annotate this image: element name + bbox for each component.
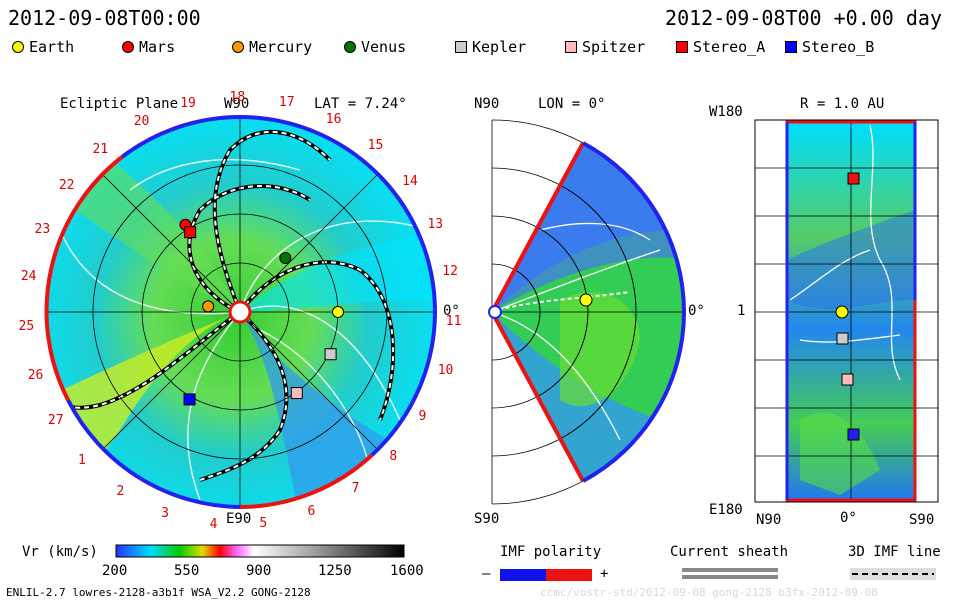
imf-minus-label: – bbox=[482, 566, 491, 582]
sun-marker bbox=[228, 300, 252, 324]
timestamp-left: 2012-09-08T00:00 bbox=[8, 6, 201, 30]
carrington-number: 1 bbox=[78, 452, 86, 468]
colorbar-tick: 200 bbox=[102, 563, 128, 579]
carrington-number: 10 bbox=[437, 362, 454, 378]
carrington-number: 25 bbox=[18, 318, 35, 334]
carrington-number: 16 bbox=[325, 111, 342, 127]
ecliptic-lat-label: LAT = 7.24° bbox=[314, 96, 407, 112]
legend-label: Venus bbox=[361, 38, 407, 56]
shell-kepler-marker bbox=[836, 332, 849, 345]
carrington-number: 18 bbox=[229, 90, 246, 105]
colorbar-tick: 1600 bbox=[390, 563, 424, 579]
timestamp-right: 2012-09-08T00 +0.00 day bbox=[665, 6, 942, 30]
carrington-number: 23 bbox=[34, 221, 51, 237]
carrington-number: 27 bbox=[47, 413, 64, 429]
colorbar-tick: 550 bbox=[174, 563, 200, 579]
imf-polarity-title: IMF polarity bbox=[500, 544, 602, 560]
carrington-number: 11 bbox=[445, 313, 462, 329]
legend-earth: Earth bbox=[12, 38, 74, 56]
ecliptic-marker-venus bbox=[279, 251, 292, 264]
run-info: ccmc/vostr-std/2012-09-08 gong-2128 b3fx… bbox=[540, 586, 878, 599]
meridional-0deg-label: 0° bbox=[688, 303, 705, 319]
shell-stereo-b-marker bbox=[847, 428, 860, 441]
carrington-number: 22 bbox=[58, 178, 75, 194]
legend-spitzer: Spitzer bbox=[565, 38, 645, 56]
carrington-number: 15 bbox=[367, 138, 384, 154]
ecliptic-marker-stereo-b bbox=[183, 393, 196, 406]
legend-label: Earth bbox=[29, 38, 75, 56]
imf-line-title: 3D IMF line bbox=[848, 544, 941, 560]
legend-stereo-a: Stereo_A bbox=[676, 38, 765, 56]
carrington-number: 6 bbox=[307, 504, 316, 520]
shell-s90-label: S90 bbox=[909, 512, 935, 528]
carrington-number: 3 bbox=[161, 505, 169, 521]
legend-swatch bbox=[122, 41, 134, 53]
carrington-number: 12 bbox=[442, 264, 458, 280]
shell-0deg-label: 0° bbox=[840, 510, 857, 526]
shell-n90-label: N90 bbox=[756, 512, 782, 528]
carrington-number: 4 bbox=[209, 516, 218, 532]
legend-label: Stereo_B bbox=[802, 38, 875, 56]
legend-label: Mars bbox=[139, 38, 176, 56]
legend-label: Stereo_A bbox=[693, 38, 766, 56]
meridional-lon-label: LON = 0° bbox=[538, 96, 606, 112]
carrington-number: 19 bbox=[180, 96, 196, 112]
carrington-number: 26 bbox=[27, 367, 44, 383]
meridional-s90-label: S90 bbox=[474, 511, 500, 527]
meridional-n90-label: N90 bbox=[474, 96, 500, 112]
ecliptic-marker-earth bbox=[332, 306, 344, 318]
legend-stereo-b: Stereo_B bbox=[785, 38, 874, 56]
legend-swatch bbox=[12, 41, 24, 53]
imf-plus-label: + bbox=[600, 566, 609, 582]
ecliptic-e90-label: E90 bbox=[226, 511, 252, 527]
legend-swatch bbox=[344, 41, 356, 53]
shell-w180-label: W180 bbox=[709, 104, 743, 120]
carrington-number: 7 bbox=[351, 481, 360, 497]
carrington-number: 24 bbox=[20, 269, 37, 285]
carrington-number: 17 bbox=[278, 95, 295, 111]
legend-swatch bbox=[455, 41, 467, 53]
colorbar bbox=[115, 544, 405, 558]
legend-mercury: Mercury bbox=[232, 38, 312, 56]
ecliptic-title: Ecliptic Plane bbox=[60, 96, 179, 112]
legend-swatch bbox=[232, 41, 244, 53]
shell-title: R = 1.0 AU bbox=[800, 96, 885, 112]
ecliptic-marker-stereo-a bbox=[184, 226, 197, 239]
legend-label: Kepler bbox=[472, 38, 527, 56]
carrington-number: 20 bbox=[133, 113, 150, 129]
legend-swatch bbox=[785, 41, 797, 53]
ecliptic-w90-label: W90 bbox=[224, 96, 250, 112]
colorbar-label: Vr (km/s) bbox=[22, 544, 98, 560]
ecliptic-marker-mercury bbox=[202, 300, 215, 313]
carrington-number: 14 bbox=[402, 174, 418, 190]
ecliptic-marker-spitzer bbox=[290, 387, 303, 400]
shell-stereo-a-marker bbox=[847, 172, 860, 185]
colorbar-tick: 900 bbox=[246, 563, 272, 579]
colorbar-tick: 1250 bbox=[318, 563, 352, 579]
shell-mid-label: 1 bbox=[737, 303, 746, 319]
carrington-number: 2 bbox=[116, 484, 125, 500]
current-sheath-title: Current sheath bbox=[670, 544, 789, 560]
carrington-number: 9 bbox=[418, 408, 427, 424]
legend-swatch bbox=[676, 41, 688, 53]
carrington-number: 21 bbox=[92, 141, 109, 157]
legend-kepler: Kepler bbox=[455, 38, 526, 56]
carrington-number: 5 bbox=[259, 516, 268, 532]
legend-swatch bbox=[565, 41, 577, 53]
meridional-earth-marker bbox=[579, 293, 593, 307]
ecliptic-marker-kepler bbox=[324, 348, 337, 361]
legend-label: Mercury bbox=[249, 38, 313, 56]
legend-mars: Mars bbox=[122, 38, 175, 56]
model-info: ENLIL-2.7 lowres-2128-a3b1f WSA_V2.2 GON… bbox=[6, 586, 311, 599]
legend-label: Spitzer bbox=[582, 38, 646, 56]
carrington-number: 13 bbox=[427, 216, 444, 232]
shell-spitzer-marker bbox=[841, 373, 854, 386]
shell-panel bbox=[754, 119, 939, 503]
shell-earth-marker bbox=[835, 305, 849, 319]
ecliptic-0deg-label: 0° bbox=[443, 303, 460, 319]
legend-venus: Venus bbox=[344, 38, 406, 56]
shell-e180-label: E180 bbox=[709, 502, 743, 518]
carrington-number: 8 bbox=[389, 449, 398, 465]
